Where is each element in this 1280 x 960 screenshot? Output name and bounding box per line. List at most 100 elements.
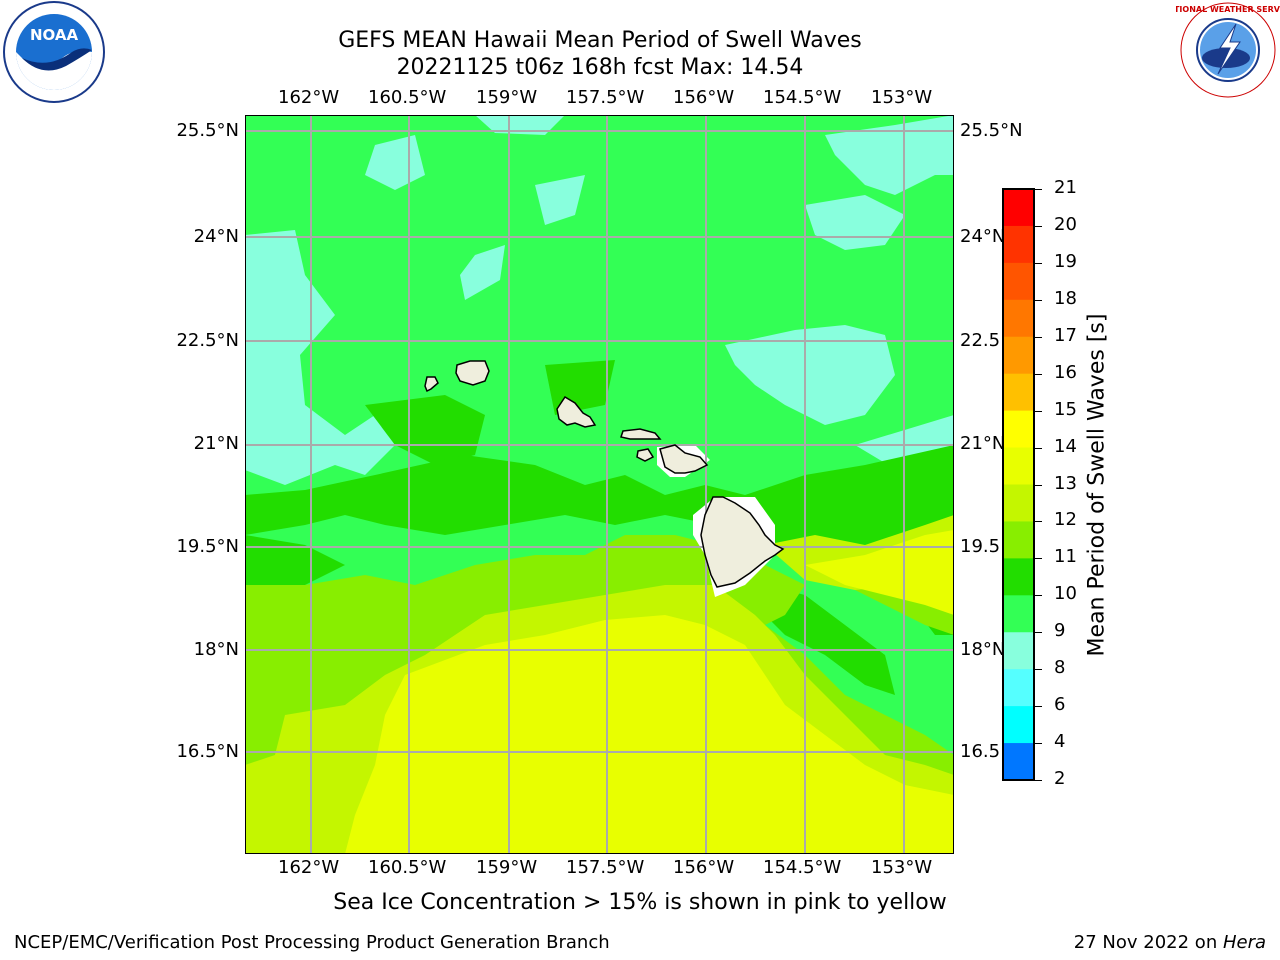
island-lanai: [636, 448, 655, 462]
map-title: GEFS MEAN Hawaii Mean Period of Swell Wa…: [338, 28, 862, 53]
colorbar-tick: [1034, 410, 1042, 412]
colorbar-tick-label: 13: [1054, 472, 1077, 494]
colorbar-segment: [1003, 669, 1034, 707]
noaa-logo-text: NOAA: [30, 26, 79, 44]
lat-label-right: 16.5: [960, 741, 1001, 762]
island-molokai: [620, 428, 662, 440]
colorbar-segment: [1003, 484, 1034, 522]
colorbar-tick: [1034, 262, 1042, 264]
colorbar-tick-label: 4: [1054, 731, 1066, 753]
colorbar-segment: [1003, 189, 1034, 227]
lon-label-top: 156°W: [673, 87, 735, 108]
lon-label-top: 160.5°W: [368, 87, 447, 108]
lat-label-right: 24°N: [960, 226, 1006, 247]
island-niihau: [424, 376, 439, 393]
island-hawaii: [700, 496, 785, 588]
colorbar-tick: [1034, 225, 1042, 227]
swell-patch-9-10: [725, 325, 895, 425]
colorbar-segment: [1003, 262, 1034, 301]
colorbar-segment: [1003, 410, 1034, 449]
colorbar-tick: [1034, 669, 1042, 671]
colorbar-tick: [1034, 706, 1042, 708]
colorbar-tick-label: 15: [1054, 398, 1077, 420]
swell-patch-11-12: [365, 395, 485, 465]
colorbar-tick: [1034, 373, 1042, 375]
colorbar-segment: [1003, 558, 1034, 596]
lat-label-right: 25.5°N: [960, 120, 1023, 141]
colorbar-segment: [1003, 447, 1034, 485]
colorbar-tick-label: 19: [1054, 250, 1077, 272]
island-kauai: [455, 360, 490, 386]
island-oahu: [556, 395, 597, 428]
swell-patch-9-10: [245, 230, 395, 485]
lon-label-top: 159°W: [476, 87, 538, 108]
lat-label-right: 18°N: [960, 639, 1006, 660]
colorbar-tick: [1034, 447, 1042, 449]
lon-label-bottom: 157.5°W: [566, 857, 645, 878]
credit-host: Hera: [1222, 932, 1266, 953]
lat-label-left: 22.5°N: [176, 330, 239, 351]
colorbar-tick-label: 17: [1054, 324, 1077, 346]
nws-logo: NATIONAL WEATHER SERVICE: [1176, 2, 1280, 98]
colorbar-tick: [1034, 484, 1042, 486]
lon-label-top: 157.5°W: [566, 87, 645, 108]
colorbar-segment: [1003, 225, 1034, 264]
graticule: [245, 115, 954, 854]
lon-label-bottom: 159°W: [476, 857, 538, 878]
lat-label-left: 19.5°N: [176, 536, 239, 557]
lat-label-left: 25.5°N: [176, 120, 239, 141]
colorbar-tick: [1034, 743, 1042, 745]
nws-logo-text: NATIONAL WEATHER SERVICE: [1176, 5, 1280, 14]
colorbar-segment: [1003, 299, 1034, 338]
colorbar-tick: [1034, 595, 1042, 597]
swell-band-14-15: [805, 530, 954, 615]
colorbar-tick-label: 2: [1054, 768, 1066, 789]
colorbar-tick-label: 9: [1054, 620, 1066, 642]
lon-label-bottom: 160.5°W: [368, 857, 447, 878]
colorbar-tick-label: 10: [1054, 583, 1077, 605]
colorbar-tick-label: 21: [1054, 177, 1077, 198]
colorbar-tick-label: 20: [1054, 213, 1077, 235]
colorbar-tick-label: 6: [1054, 694, 1066, 716]
colorbar-tick-label: 14: [1054, 435, 1077, 457]
lon-label-top: 154.5°W: [763, 87, 842, 108]
lat-label-left: 16.5°N: [176, 741, 239, 762]
colorbar: [1002, 188, 1035, 781]
swell-patch-9-10: [460, 245, 505, 300]
colorbar-tick: [1034, 521, 1042, 523]
lat-label-left: 24°N: [193, 226, 239, 247]
colorbar-segment: [1003, 632, 1034, 670]
lon-label-bottom: 154.5°W: [763, 857, 842, 878]
swell-patch-9-10: [825, 115, 954, 195]
credit-right: 27 Nov 2022 on Hera: [1074, 932, 1266, 953]
swell-period-map: [245, 115, 954, 854]
lat-label-right: 22.5: [960, 330, 1001, 351]
swell-band-14-15: [345, 615, 954, 854]
colorbar-segment: [1003, 373, 1034, 412]
lon-label-bottom: 156°W: [673, 857, 735, 878]
island-maui: [659, 444, 709, 474]
islands: [424, 360, 785, 588]
colorbar-tick-label: 8: [1054, 657, 1066, 679]
colorbar-tick: [1034, 336, 1042, 338]
colorbar-tick: [1034, 632, 1042, 634]
colorbar-label: Mean Period of Swell Waves [s]: [1084, 313, 1110, 657]
colorbar-tick-label: 18: [1054, 287, 1077, 309]
colorbar-segment: [1003, 521, 1034, 559]
caption: Sea Ice Concentration > 15% is shown in …: [333, 890, 947, 915]
colorbar-tick: [1034, 299, 1042, 301]
lon-label-top: 162°W: [278, 87, 340, 108]
colorbar-segment: [1003, 336, 1034, 375]
swell-patch-11-12: [245, 445, 954, 635]
colorbar-segment: [1003, 595, 1034, 633]
colorbar-tick-label: 16: [1054, 361, 1077, 383]
swell-patch-11-12: [765, 585, 895, 695]
lat-label-left: 21°N: [193, 433, 239, 454]
map-subtitle: 20221125 t06z 168h fcst Max: 14.54: [396, 55, 804, 80]
lat-label-left: 18°N: [193, 639, 239, 660]
lon-label-top: 153°W: [871, 87, 933, 108]
noaa-logo: NOAA: [3, 1, 105, 103]
swell-patch-9-10: [535, 175, 585, 225]
colorbar-tick: [1034, 558, 1042, 560]
colorbar-tick-label: 11: [1054, 546, 1077, 568]
